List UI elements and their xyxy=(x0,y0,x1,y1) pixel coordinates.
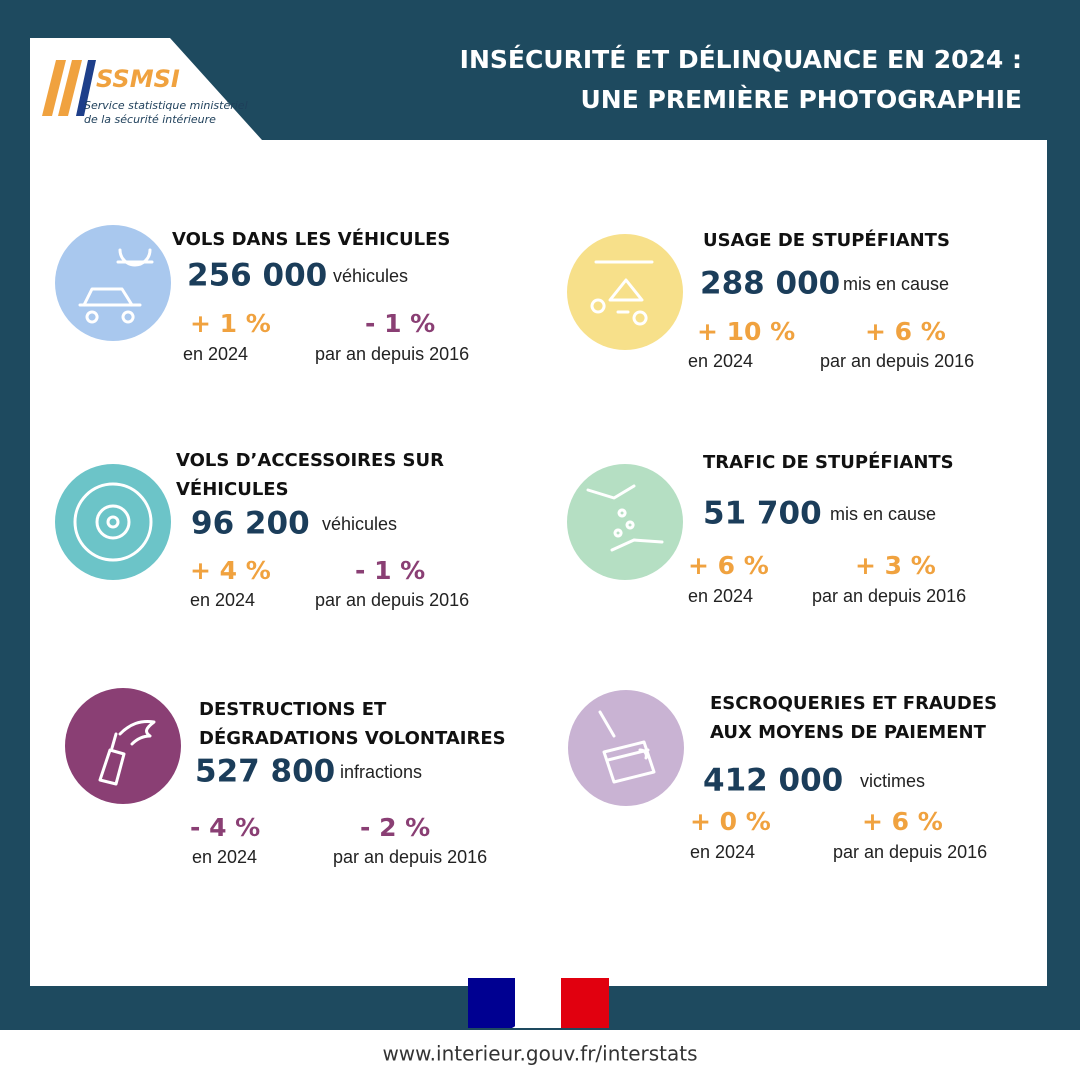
change-trend: - 2 % xyxy=(360,813,430,842)
period-year: en 2024 xyxy=(190,590,255,610)
change-trend: + 3 % xyxy=(855,551,936,580)
card-icon xyxy=(598,710,656,784)
card-title: DESTRUCTIONS ET xyxy=(199,699,387,720)
stat-card: TRAFIC DE STUPÉFIANTS 51 700 mis en cause +… xyxy=(567,451,966,606)
card-value: 288 000 xyxy=(700,266,840,302)
stat-card: USAGE DE STUPÉFIANTS 288 000 mis en cause +… xyxy=(567,229,974,371)
card-title: VOLS DANS LES VÉHICULES xyxy=(172,228,450,250)
card-title: AUX MOYENS DE PAIEMENT xyxy=(710,722,987,743)
card-icon-circle xyxy=(55,225,171,341)
flag xyxy=(468,978,609,1028)
period-year: en 2024 xyxy=(688,351,753,371)
footer-url: www.interieur.gouv.fr/interstats xyxy=(382,1042,697,1066)
card-title: USAGE DE STUPÉFIANTS xyxy=(703,229,950,251)
card-icon-circle xyxy=(55,464,171,580)
card-icon xyxy=(98,720,156,786)
card-icon xyxy=(78,248,154,324)
card-unit: victimes xyxy=(860,771,925,791)
card-unit: mis en cause xyxy=(843,274,949,294)
card-icon xyxy=(586,484,664,552)
header-title: INSÉCURITÉ ET DÉLINQUANCE EN 2024 : xyxy=(460,45,1022,74)
card-value: 96 200 xyxy=(191,506,310,542)
period-trend: par an depuis 2016 xyxy=(812,586,966,606)
card-value: 412 000 xyxy=(703,763,843,799)
card-title: TRAFIC DE STUPÉFIANTS xyxy=(703,451,954,473)
card-unit: véhicules xyxy=(322,514,397,534)
card-title: ESCROQUERIES ET FRAUDES xyxy=(710,693,997,714)
header-title: UNE PREMIÈRE PHOTOGRAPHIE xyxy=(581,85,1023,114)
card-title: VOLS D’ACCESSOIRES SUR xyxy=(176,450,444,471)
change-year: + 6 % xyxy=(688,551,769,580)
stat-card: ESCROQUERIES ET FRAUDES AUX MOYENS DE PAI… xyxy=(568,690,997,862)
logo-line: Service statistique ministériel xyxy=(84,99,248,112)
stat-card: VOLS DANS LES VÉHICULES 256 000 véhicules +… xyxy=(55,225,469,364)
card-value: 256 000 xyxy=(187,258,327,294)
card-icon-circle xyxy=(567,464,683,580)
stat-card: DESTRUCTIONS ET DÉGRADATIONS VOLONTAIRES 5… xyxy=(65,688,506,867)
logo-mark xyxy=(42,60,96,116)
period-trend: par an depuis 2016 xyxy=(820,351,974,371)
stat-card: VOLS D’ACCESSOIRES SUR VÉHICULES 96 200 véh… xyxy=(55,450,469,610)
card-icon xyxy=(590,260,654,326)
period-trend: par an depuis 2016 xyxy=(315,590,469,610)
change-year: + 1 % xyxy=(190,309,271,338)
period-trend: par an depuis 2016 xyxy=(315,344,469,364)
period-year: en 2024 xyxy=(183,344,248,364)
period-trend: par an depuis 2016 xyxy=(833,842,987,862)
card-title: DÉGRADATIONS VOLONTAIRES xyxy=(199,727,506,749)
period-year: en 2024 xyxy=(690,842,755,862)
period-year: en 2024 xyxy=(688,586,753,606)
card-unit: véhicules xyxy=(333,266,408,286)
change-trend: - 1 % xyxy=(355,556,425,585)
card-icon-circle xyxy=(65,688,181,804)
card-value: 527 800 xyxy=(195,754,335,790)
logo-acronym: SSMSI xyxy=(96,65,180,93)
change-year: + 0 % xyxy=(690,807,771,836)
change-trend: + 6 % xyxy=(865,317,946,346)
card-title: VÉHICULES xyxy=(176,478,289,500)
content-panel xyxy=(30,140,1047,986)
card-icon-circle xyxy=(567,234,683,350)
logo-line: de la sécurité intérieure xyxy=(84,113,216,126)
change-year: + 4 % xyxy=(190,556,271,585)
footer-band xyxy=(0,1030,1080,1080)
card-icon xyxy=(73,482,153,562)
card-unit: infractions xyxy=(340,762,422,782)
period-year: en 2024 xyxy=(192,847,257,867)
card-unit: mis en cause xyxy=(830,504,936,524)
change-trend: + 6 % xyxy=(862,807,943,836)
card-value: 51 700 xyxy=(703,496,822,532)
change-year: - 4 % xyxy=(190,813,260,842)
change-trend: - 1 % xyxy=(365,309,435,338)
period-trend: par an depuis 2016 xyxy=(333,847,487,867)
change-year: + 10 % xyxy=(697,317,795,346)
